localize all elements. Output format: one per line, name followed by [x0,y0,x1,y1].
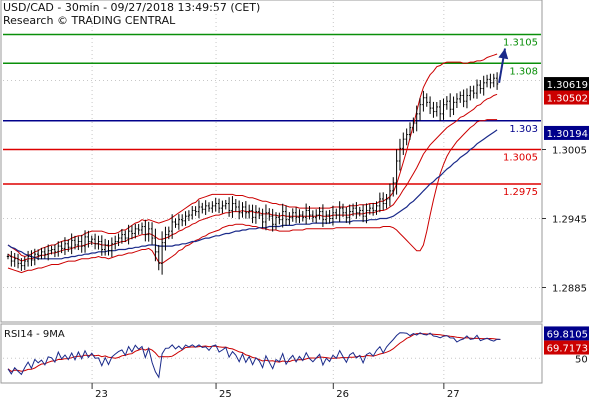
moving-average-line [7,129,498,260]
price-badge-label: 1.30194 [547,129,588,140]
y-tick-label: 1.2885 [552,284,587,295]
y-tick-label: 1.3005 [552,146,587,157]
chart-title: USD/CAD - 30min - 09/27/2018 13:49:57 (C… [3,1,261,14]
price-badge [544,125,589,140]
source-credit: Research © TRADING CENTRAL [3,14,176,27]
price-panel-frame [0,0,543,323]
level-label: 1.3005 [503,153,538,164]
x-tick-label: 26 [336,389,349,400]
price-badge [544,77,589,92]
bollinger-lower-line [7,119,498,274]
level-label: 1.303 [509,124,538,135]
x-tick-label: 23 [95,389,108,400]
price-badge-label: 1.30502 [547,94,588,105]
rsi-badge-label: 69.8105 [547,329,588,340]
y-tick-label: 1.2945 [552,215,587,226]
target-arrow-head [498,48,509,60]
price-badge [544,90,589,105]
rsi-badge-label: 69.7173 [547,344,588,355]
level-label: 1.308 [509,66,538,77]
rsi-badge [544,340,589,355]
x-tick-label: 25 [219,389,232,400]
level-label: 1.2975 [503,187,538,198]
bollinger-upper-line [7,53,498,258]
rsi-ma-line [7,333,501,372]
level-label: 1.3105 [503,38,538,49]
rsi-panel-frame [0,323,543,384]
price-badge-label: 1.30619 [547,80,588,91]
rsi-line [7,332,501,379]
x-tick-label: 27 [447,389,460,400]
rsi-y-tick-label: 50 [575,354,588,365]
rsi-title: RSI14 - 9MA [4,329,65,340]
rsi-badge [544,326,589,341]
